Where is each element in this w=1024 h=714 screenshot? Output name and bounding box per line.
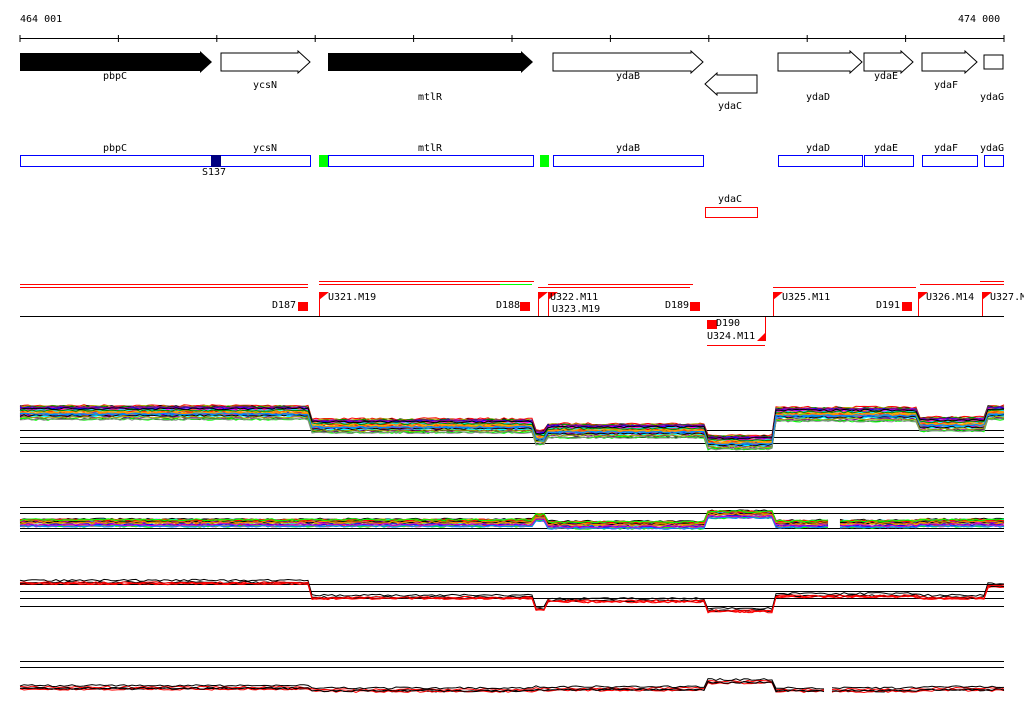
annotation-track bbox=[20, 155, 1004, 218]
feature-marker bbox=[520, 302, 530, 311]
annotation-label: ydaD bbox=[806, 143, 831, 154]
expression-line bbox=[839, 518, 1005, 523]
expression-line bbox=[19, 679, 825, 691]
annotation-label: ydaE bbox=[874, 143, 899, 154]
gene-arrow-ydaF[interactable] bbox=[921, 49, 978, 75]
annotation-label: ydaC bbox=[718, 194, 743, 205]
feature-label[interactable]: D189 bbox=[665, 300, 690, 311]
feature-marker bbox=[298, 302, 308, 311]
expression-line bbox=[19, 514, 829, 529]
ruler-end: 474 000 bbox=[958, 14, 1001, 25]
feature-label[interactable]: U326.M14 bbox=[926, 292, 975, 303]
feature-label[interactable]: D190 bbox=[716, 318, 741, 329]
annotation-box[interactable] bbox=[328, 155, 534, 167]
expression-line bbox=[19, 407, 1005, 440]
ruler bbox=[19, 35, 1005, 42]
feature-label[interactable]: D191 bbox=[876, 300, 901, 311]
gene-label: pbpC bbox=[103, 71, 128, 82]
annotation-box[interactable] bbox=[553, 155, 704, 167]
gene-arrow-ydaC[interactable] bbox=[704, 71, 758, 97]
expression-panels bbox=[19, 404, 1005, 694]
feature-flag bbox=[757, 333, 765, 341]
expression-line bbox=[19, 678, 825, 690]
transcript-feature-track bbox=[20, 281, 1004, 346]
feature-label[interactable]: U323.M19 bbox=[552, 304, 601, 315]
feature-label[interactable]: U321.M19 bbox=[328, 292, 377, 303]
expression-line bbox=[831, 686, 1005, 691]
expression-line bbox=[19, 413, 1005, 447]
gene-label: ydaB bbox=[616, 71, 641, 82]
gene-label: mtlR bbox=[418, 92, 443, 103]
gene-label: ydaG bbox=[980, 92, 1005, 103]
gene-arrow-ycsN[interactable] bbox=[220, 49, 311, 75]
feature-flag bbox=[982, 292, 992, 300]
expression-line bbox=[19, 680, 825, 693]
feature-label[interactable]: U327.M bbox=[990, 292, 1024, 303]
green-marker bbox=[319, 155, 328, 167]
feature-marker bbox=[690, 302, 700, 311]
gene-label: ydaC bbox=[718, 101, 743, 112]
annotation-label: ydaF bbox=[934, 143, 959, 154]
feature-flag bbox=[773, 292, 783, 300]
gene-arrow-pbpC[interactable] bbox=[20, 51, 212, 73]
expression-line bbox=[19, 581, 1005, 612]
annotation-label: pbpC bbox=[103, 143, 128, 154]
feature-flag bbox=[538, 292, 548, 300]
expression-line bbox=[840, 522, 1005, 528]
feature-flag bbox=[918, 292, 928, 300]
expression-line bbox=[19, 578, 1005, 611]
feature-marker bbox=[707, 320, 717, 329]
annotation-label: ydaB bbox=[616, 143, 641, 154]
feature-label[interactable]: U324.M11 bbox=[707, 331, 756, 342]
gene-arrow-mtlR[interactable] bbox=[328, 51, 533, 73]
feature-label[interactable]: D188 bbox=[496, 300, 521, 311]
gene-arrow-ydaB[interactable] bbox=[552, 49, 704, 75]
expression-line bbox=[19, 516, 829, 530]
annotation-label: ydaG bbox=[980, 143, 1005, 154]
annotation-box-reverse[interactable] bbox=[705, 207, 758, 218]
expression-line bbox=[19, 512, 829, 526]
annotation-box[interactable] bbox=[778, 155, 863, 167]
feature-label[interactable]: D187 bbox=[272, 300, 297, 311]
expression-line bbox=[19, 405, 1005, 438]
annotation-label: mtlR bbox=[418, 143, 443, 154]
site-S137[interactable] bbox=[211, 155, 221, 167]
annotation-box[interactable] bbox=[20, 155, 311, 167]
feature-flag bbox=[548, 292, 558, 300]
expression-line bbox=[839, 520, 1005, 525]
expression-line bbox=[19, 417, 1005, 451]
expression-line bbox=[831, 688, 1005, 693]
feature-marker bbox=[902, 302, 912, 311]
gene-arrow-ydaE[interactable] bbox=[863, 49, 914, 75]
gene-label: ycsN bbox=[253, 80, 278, 91]
gene-arrow-ydaG[interactable] bbox=[983, 54, 1004, 70]
ruler-start: 464 001 bbox=[20, 14, 63, 25]
annotation-box[interactable] bbox=[984, 155, 1004, 167]
green-marker bbox=[540, 155, 549, 167]
expression-line bbox=[19, 412, 1005, 446]
feature-flag bbox=[319, 292, 329, 300]
expression-line bbox=[831, 685, 1005, 690]
gene-label: ydaF bbox=[934, 80, 959, 91]
expression-line bbox=[839, 524, 1005, 529]
expression-line bbox=[19, 415, 1005, 449]
annotation-box[interactable] bbox=[922, 155, 978, 167]
feature-label[interactable]: U322.M11 bbox=[550, 292, 599, 303]
expression-line bbox=[19, 415, 1005, 449]
expression-line bbox=[831, 688, 1005, 694]
expression-line bbox=[19, 509, 829, 524]
feature-label[interactable]: U325.M11 bbox=[782, 292, 831, 303]
gene-arrow-ydaD[interactable] bbox=[777, 49, 863, 75]
annotation-label: ycsN bbox=[253, 143, 278, 154]
gene-label: ydaE bbox=[874, 71, 899, 82]
site-label: S137 bbox=[202, 167, 227, 178]
annotation-box[interactable] bbox=[864, 155, 914, 167]
gene-label: ydaD bbox=[806, 92, 831, 103]
gene-track bbox=[20, 49, 1004, 97]
